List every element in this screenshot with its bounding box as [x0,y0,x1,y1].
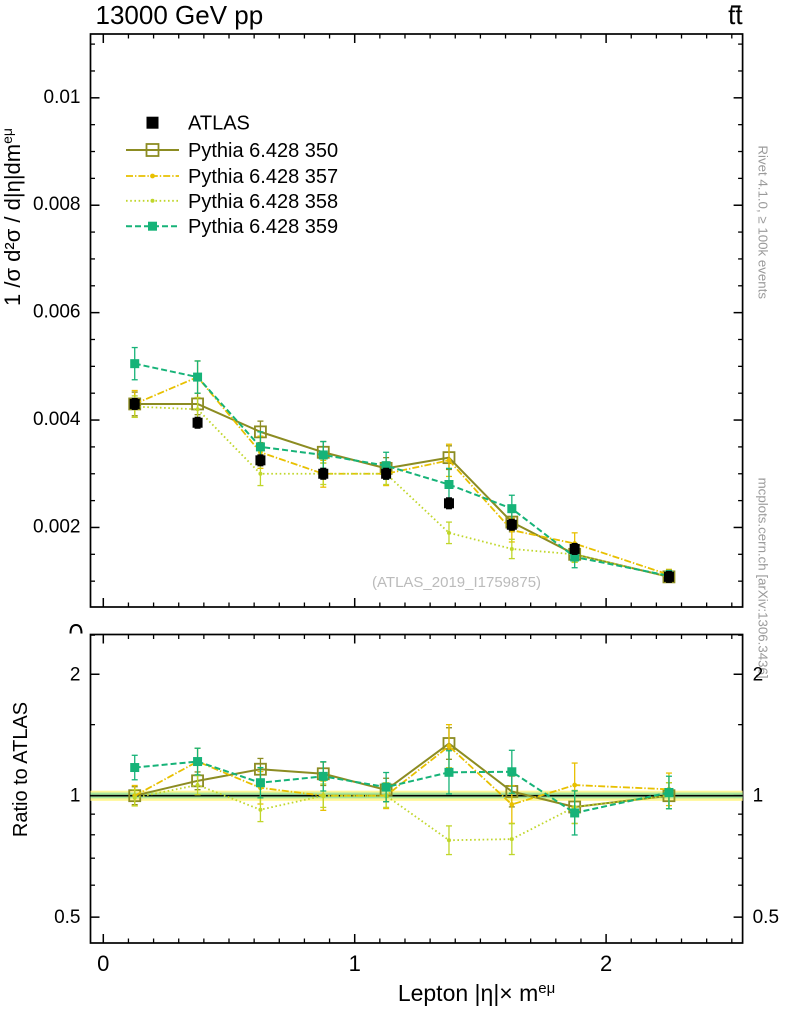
svg-text:0.008: 0.008 [33,194,81,215]
svg-text:0.5: 0.5 [753,907,779,928]
svg-text:mcplots.cern.ch [arXiv:1306.34: mcplots.cern.ch [arXiv:1306.3436] [756,478,771,679]
svg-text:(ATLAS_2019_I1759875): (ATLAS_2019_I1759875) [372,574,541,591]
svg-text:Pythia 6.428 357: Pythia 6.428 357 [188,166,338,188]
svg-text:0.002: 0.002 [33,516,81,537]
svg-text:1 /σ d²σ / d|η|dmeμ: 1 /σ d²σ / d|η|dmeμ [0,128,25,306]
svg-text:13000 GeV pp: 13000 GeV pp [96,0,264,30]
svg-text:Pythia 6.428 350: Pythia 6.428 350 [188,140,338,162]
svg-text:Pythia 6.428 359: Pythia 6.428 359 [188,216,338,238]
svg-text:0.5: 0.5 [54,907,80,928]
svg-text:2: 2 [600,951,612,976]
svg-text:tt: tt [728,0,743,30]
svg-text:ATLAS: ATLAS [188,113,250,135]
svg-text:0.004: 0.004 [33,409,81,430]
svg-text:Rivet 4.1.0, ≥ 100k events: Rivet 4.1.0, ≥ 100k events [756,145,771,299]
svg-text:Lepton |η|× meμ: Lepton |η|× meμ [398,980,555,1007]
svg-text:Pythia 6.428 358: Pythia 6.428 358 [188,191,338,213]
svg-text:0.006: 0.006 [33,302,81,323]
svg-text:0: 0 [97,951,109,976]
svg-text:1: 1 [753,786,764,807]
svg-text:2: 2 [70,664,81,685]
svg-text:0.01: 0.01 [44,87,81,108]
svg-text:Ratio to ATLAS: Ratio to ATLAS [10,702,32,837]
svg-text:2: 2 [753,664,764,685]
svg-text:1: 1 [70,786,81,807]
svg-text:1: 1 [349,951,361,976]
